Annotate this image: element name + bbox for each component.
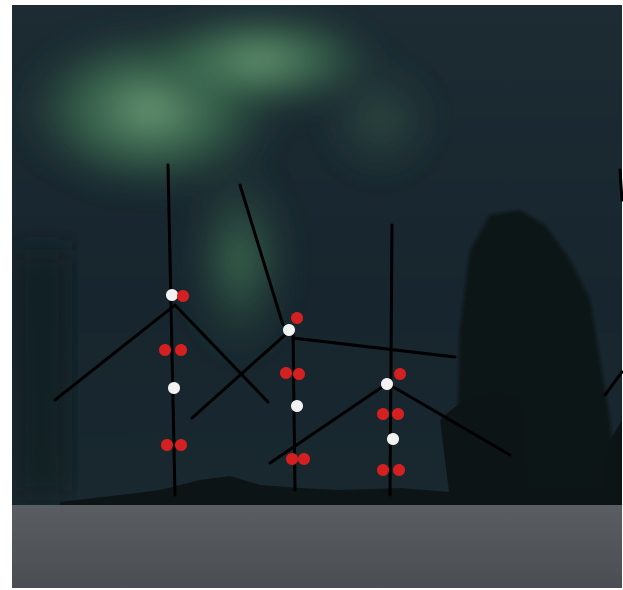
red-dot [394,368,406,380]
red-dot [175,439,187,451]
red-dot [392,408,404,420]
white-dot [387,433,399,445]
scene [10,5,622,588]
aurora-glow [310,50,450,190]
page: {} html, body { margin: 0; padding: 0; b… [0,0,623,590]
white-dot [291,400,303,412]
red-dot [393,464,405,476]
white-dot [168,382,180,394]
red-dot [175,344,187,356]
white-dot [283,324,295,336]
tree-silhouette [440,393,530,500]
red-dot [177,290,189,302]
photo [0,0,623,590]
white-dot [166,289,178,301]
drawn-line [390,225,392,495]
drawn-line [620,170,622,200]
red-dot [286,453,298,465]
page-body [0,0,623,590]
red-dot [291,312,303,324]
red-dot [161,439,173,451]
shadow [12,250,72,500]
red-dot [280,367,292,379]
white-dot [381,378,393,390]
red-dot [298,453,310,465]
red-dot [159,344,171,356]
red-dot [293,368,305,380]
red-dot [377,464,389,476]
snow-ground [12,505,622,588]
red-dot [377,408,389,420]
